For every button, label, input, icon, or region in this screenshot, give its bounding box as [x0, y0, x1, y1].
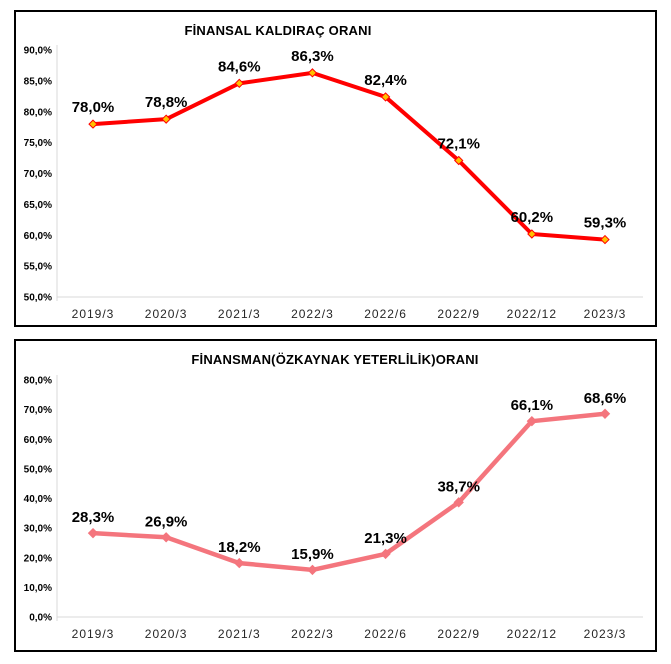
data-label: 68,6%	[584, 390, 627, 407]
x-axis-category-label: 2022/12	[507, 307, 557, 321]
series-line	[90, 411, 608, 573]
x-axis-category-label: 2023/3	[584, 627, 627, 641]
data-label: 72,1%	[437, 136, 480, 153]
x-axis-category-label: 2020/3	[145, 307, 188, 321]
data-point-marker	[454, 155, 464, 166]
data-point-marker	[87, 527, 99, 539]
y-axis-tick-label: 60,0%	[24, 435, 52, 446]
data-point-marker	[600, 234, 610, 245]
data-point-marker	[527, 229, 537, 239]
data-point-marker	[380, 548, 391, 560]
data-point-marker	[88, 119, 98, 129]
x-axis-category-label: 2021/3	[218, 307, 261, 321]
x-axis-category-label: 2019/3	[72, 627, 115, 641]
y-axis-tick-label: 40,0%	[24, 494, 52, 505]
x-axis-category-label: 2022/6	[364, 307, 407, 321]
data-point-marker	[599, 408, 611, 419]
y-axis-tick-label: 55,0%	[24, 262, 52, 273]
y-axis-tick-label: 50,0%	[24, 464, 52, 475]
y-axis-tick-label: 80,0%	[24, 376, 52, 387]
data-point-marker	[234, 557, 245, 569]
x-axis-category-label: 2022/12	[507, 627, 557, 641]
y-axis-tick-label: 0,0%	[29, 613, 52, 624]
x-axis-category-label: 2022/3	[291, 307, 334, 321]
chart-title-financing-equity-adequacy: FİNANSMAN(ÖZKAYNAK YETERLİLİK)ORANI	[191, 352, 479, 367]
data-label: 15,9%	[291, 546, 334, 563]
x-axis-category-label: 2023/3	[584, 307, 627, 321]
data-point-marker	[526, 415, 538, 427]
data-label: 60,2%	[511, 209, 554, 226]
line-chart-financing-equity-adequacy: 80,0% 70,0% 60,0% 50,0% 40,0% 30,0% 20,0% 10,0%…	[24, 375, 643, 641]
data-point-marker	[161, 114, 171, 124]
data-label: 38,7%	[437, 478, 480, 495]
y-axis-tick-label: 90,0%	[24, 46, 52, 57]
data-label: 82,4%	[364, 72, 407, 89]
data-label: 86,3%	[291, 48, 334, 65]
data-label: 21,3%	[364, 530, 407, 547]
data-label: 28,3%	[72, 509, 115, 526]
x-axis-category-label: 2021/3	[218, 627, 261, 641]
y-axis-tick-label: 60,0%	[24, 231, 52, 242]
data-label: 26,9%	[145, 513, 188, 530]
data-label: 18,2%	[218, 539, 261, 556]
x-axis-category-label: 2022/9	[437, 627, 480, 641]
chart-panel-financing-equity-adequacy: FİNANSMAN(ÖZKAYNAK YETERLİLİK)ORANI 80,0…	[14, 339, 657, 652]
y-axis-tick-label: 30,0%	[24, 524, 52, 535]
y-axis-tick-label: 10,0%	[24, 583, 52, 594]
x-axis-category-label: 2022/3	[291, 627, 334, 641]
data-point-marker	[160, 532, 172, 543]
y-axis-tick-label: 80,0%	[24, 107, 52, 118]
x-axis-category-label: 2019/3	[72, 307, 115, 321]
data-point-marker	[234, 78, 244, 89]
y-axis-tick-label: 75,0%	[24, 138, 52, 149]
y-axis-tick-label: 50,0%	[24, 293, 52, 304]
x-axis-category-label: 2020/3	[145, 627, 188, 641]
data-label: 78,0%	[72, 99, 115, 116]
y-axis-tick-label: 70,0%	[24, 169, 52, 180]
data-label: 84,6%	[218, 58, 261, 75]
data-point-marker	[307, 564, 318, 576]
data-label: 59,3%	[584, 215, 627, 232]
line-chart-financial-leverage: 90,0% 85,0% 80,0% 75,0% 70,0% 65,0% 60,0% 55,0%…	[24, 45, 643, 321]
data-label: 66,1%	[511, 397, 554, 414]
y-axis-tick-label: 65,0%	[24, 200, 52, 211]
data-point-marker	[380, 92, 391, 102]
x-axis-category-label: 2022/6	[364, 627, 407, 641]
chart-panel-financial-leverage: FİNANSAL KALDIRAÇ ORANI 90,0% 85,0% 80,0% 7…	[14, 10, 657, 327]
data-point-marker	[453, 497, 464, 508]
y-axis-tick-label: 20,0%	[24, 553, 52, 564]
y-axis-tick-label: 70,0%	[24, 405, 52, 416]
data-label: 78,8%	[145, 94, 188, 111]
series-line	[91, 70, 607, 242]
y-axis-tick-label: 85,0%	[24, 76, 52, 87]
chart-title-financial-leverage: FİNANSAL KALDIRAÇ ORANI	[184, 23, 372, 38]
data-point-marker	[307, 68, 318, 78]
x-axis-category-label: 2022/9	[437, 307, 480, 321]
